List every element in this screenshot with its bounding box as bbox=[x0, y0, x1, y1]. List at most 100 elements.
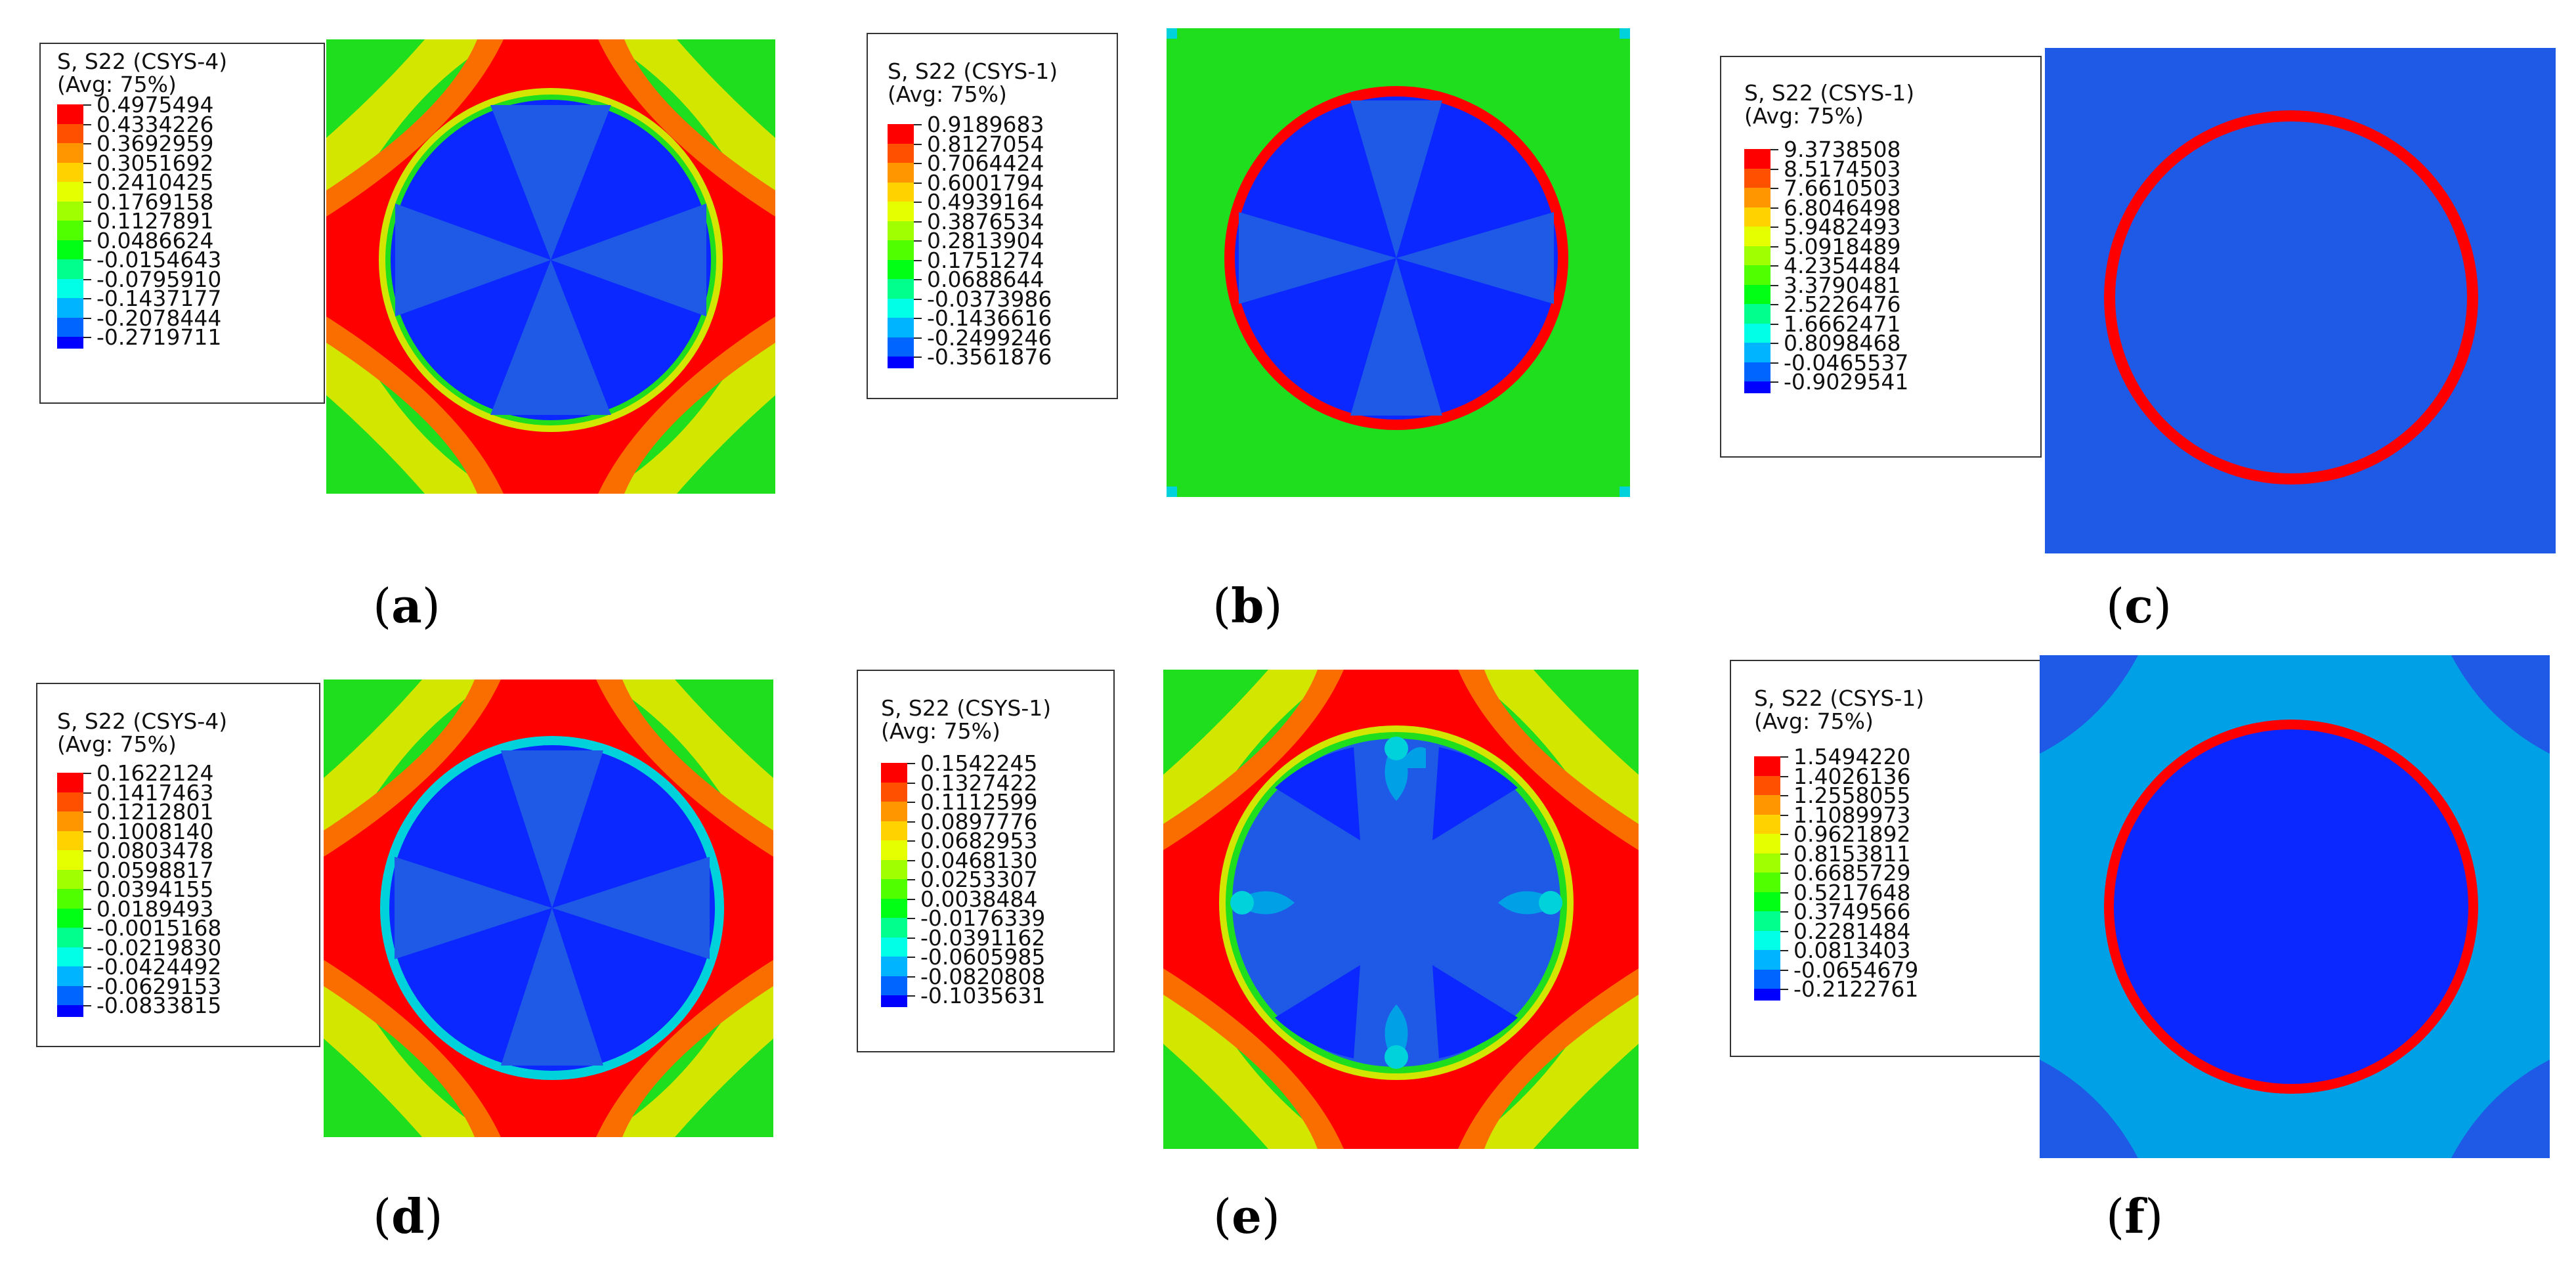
legend-value: -0.2078444 bbox=[97, 305, 222, 331]
legend-swatch bbox=[57, 278, 83, 299]
legend-swatch bbox=[881, 859, 907, 880]
legend-tick bbox=[914, 259, 922, 261]
contour-plot-b bbox=[1167, 28, 1630, 497]
legend-value: -0.0219830 bbox=[97, 934, 222, 960]
legend-value: -0.9029541 bbox=[1784, 369, 1909, 395]
legend-value: 0.9621892 bbox=[1793, 821, 1911, 847]
legend-swatch bbox=[881, 802, 907, 821]
contour-plot-d bbox=[324, 680, 773, 1137]
legend-title-line2: (Avg: 75%) bbox=[57, 731, 177, 757]
legend-swatch bbox=[881, 879, 907, 899]
legend-tick bbox=[83, 104, 91, 106]
caption-c: (c) bbox=[2106, 578, 2172, 634]
legend-swatch bbox=[57, 143, 83, 163]
legend-value: 6.8046498 bbox=[1784, 194, 1901, 221]
legend-tick bbox=[907, 937, 915, 939]
legend-swatch bbox=[881, 763, 907, 783]
legend-tick bbox=[83, 337, 91, 338]
legend-tick bbox=[1780, 853, 1788, 855]
legend-value: -0.0373986 bbox=[927, 286, 1052, 312]
legend-title-line1: S, S22 (CSYS-4) bbox=[57, 708, 228, 734]
legend-swatch bbox=[57, 221, 83, 240]
legend-tick bbox=[914, 124, 922, 125]
fiber-core bbox=[1232, 739, 1560, 1067]
legend-tick bbox=[83, 908, 91, 910]
legend-swatch bbox=[1744, 265, 1771, 285]
legend-value: 0.3051692 bbox=[97, 150, 214, 176]
legend-tick bbox=[83, 811, 91, 813]
legend-tick bbox=[83, 947, 91, 949]
legend-tick bbox=[83, 182, 91, 183]
legend-value: 0.1112599 bbox=[920, 789, 1038, 815]
fiber-core bbox=[2114, 729, 2468, 1084]
legend-swatch bbox=[57, 240, 83, 260]
legend-value: 1.1089973 bbox=[1793, 802, 1911, 828]
legend-value: 7.6610503 bbox=[1784, 175, 1901, 201]
legend-tick bbox=[907, 879, 915, 880]
legend-swatch bbox=[1754, 814, 1780, 834]
legend-swatch bbox=[888, 279, 914, 299]
legend-tick bbox=[1780, 795, 1788, 796]
legend-value: -0.2122761 bbox=[1793, 976, 1919, 1002]
legend-tick bbox=[907, 763, 915, 764]
caption-e: (e) bbox=[1213, 1188, 1280, 1244]
legend-title-line1: S, S22 (CSYS-1) bbox=[1744, 80, 1915, 106]
legend-tick bbox=[83, 123, 91, 125]
legend-swatch bbox=[57, 985, 83, 1006]
legend-value: -0.0154643 bbox=[97, 247, 222, 272]
legend-value: 0.7064424 bbox=[927, 150, 1044, 176]
legend-tick bbox=[83, 985, 91, 987]
legend-tick bbox=[914, 202, 922, 203]
legend-title-line2: (Avg: 75%) bbox=[881, 718, 1000, 744]
legend-value: -0.0654679 bbox=[1793, 957, 1919, 983]
legend-swatch bbox=[57, 889, 83, 909]
legend-title-line2: (Avg: 75%) bbox=[1744, 103, 1864, 129]
contour-plot-e bbox=[1163, 670, 1639, 1149]
legend-tick bbox=[1771, 284, 1778, 286]
legend-value: 0.0813403 bbox=[1793, 938, 1911, 963]
legend-swatch bbox=[881, 782, 907, 802]
legend-tick bbox=[1780, 950, 1788, 951]
legend-tick bbox=[83, 259, 91, 261]
legend-swatch bbox=[1744, 343, 1771, 362]
legend-swatch bbox=[57, 947, 83, 967]
legend-value: 0.0394155 bbox=[97, 876, 214, 902]
legend-value: -0.2499246 bbox=[927, 324, 1052, 351]
legend-tick bbox=[914, 279, 922, 280]
legend-tick bbox=[1780, 775, 1788, 777]
legend-swatch bbox=[888, 163, 914, 183]
legend-value: 0.5217648 bbox=[1793, 879, 1911, 905]
legend-swatch bbox=[57, 831, 83, 851]
legend-tick bbox=[907, 840, 915, 842]
legend-tick bbox=[1780, 989, 1788, 990]
legend-tick bbox=[907, 918, 915, 919]
legend-value: -0.1035631 bbox=[920, 983, 1046, 1008]
legend-tick bbox=[83, 966, 91, 968]
legend-swatch bbox=[57, 201, 83, 221]
fiber-core-pattern bbox=[395, 750, 710, 1066]
legend-tick bbox=[914, 221, 922, 223]
legend-swatch bbox=[881, 937, 907, 957]
legend-tick bbox=[1771, 227, 1778, 228]
legend-swatch bbox=[1744, 284, 1771, 305]
legend-tick bbox=[1771, 168, 1778, 170]
legend-tick bbox=[1771, 149, 1778, 150]
legend-tick bbox=[1771, 381, 1778, 383]
legend-value: -0.0820808 bbox=[920, 963, 1046, 989]
legend-value: -0.3561876 bbox=[927, 344, 1052, 370]
legend-swatch bbox=[1754, 795, 1780, 815]
legend-b: S, S22 (CSYS-1) (Avg: 75%) 0.9189683 0.81… bbox=[867, 33, 1118, 399]
legend-swatch bbox=[1744, 207, 1771, 227]
legend-value: 0.6001794 bbox=[927, 169, 1044, 196]
legend-value: 0.8153811 bbox=[1793, 840, 1911, 867]
legend-swatch bbox=[888, 356, 914, 368]
legend-tick bbox=[1771, 246, 1778, 248]
legend-swatch bbox=[57, 869, 83, 890]
legend-tick bbox=[83, 869, 91, 871]
legend-swatch bbox=[57, 811, 83, 831]
legend-value: 0.6685729 bbox=[1793, 860, 1911, 886]
legend-value: 0.1622124 bbox=[97, 760, 214, 786]
legend-swatch bbox=[1754, 853, 1780, 873]
legend-value: 3.3790481 bbox=[1784, 272, 1901, 298]
legend-swatch bbox=[881, 821, 907, 841]
